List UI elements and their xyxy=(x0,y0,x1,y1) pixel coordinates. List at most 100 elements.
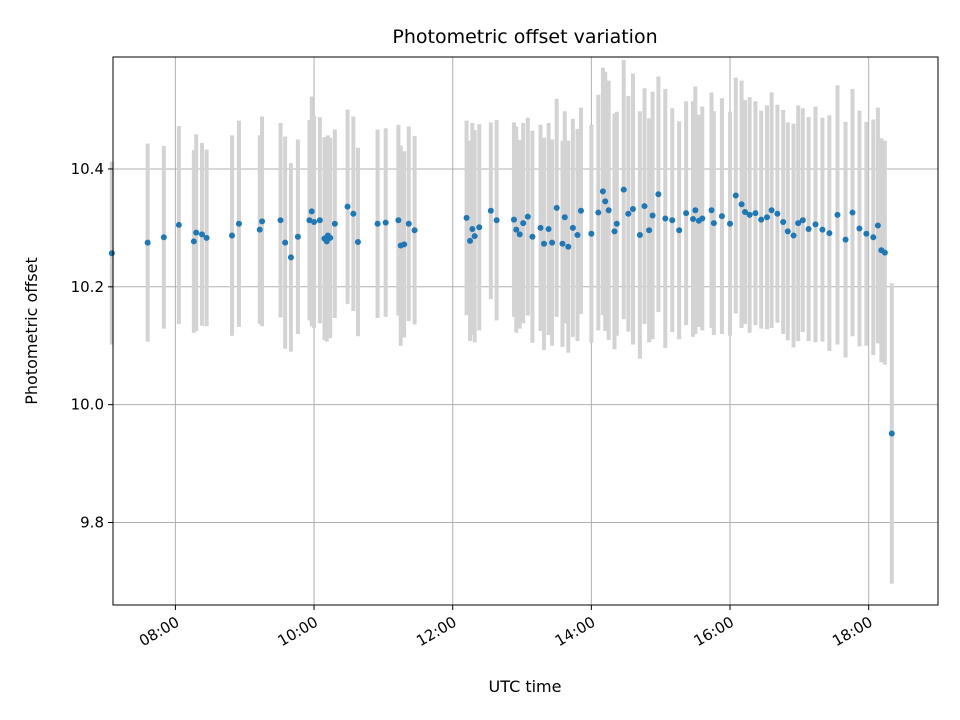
data-point xyxy=(669,217,676,224)
data-point xyxy=(613,220,620,227)
data-point xyxy=(819,226,826,233)
chart-title: Photometric offset variation xyxy=(392,26,657,48)
data-point xyxy=(708,207,715,214)
data-point xyxy=(203,234,210,241)
data-point xyxy=(463,214,470,221)
data-point xyxy=(574,231,581,238)
data-point xyxy=(190,238,197,245)
data-point xyxy=(374,220,381,227)
data-point xyxy=(476,224,483,231)
data-point xyxy=(774,210,781,217)
data-point xyxy=(405,220,412,227)
data-point xyxy=(529,233,536,240)
data-point xyxy=(629,206,636,213)
data-point xyxy=(662,215,669,222)
data-point xyxy=(795,220,802,227)
data-point xyxy=(198,231,205,238)
data-point xyxy=(306,217,313,224)
data-point xyxy=(229,232,236,239)
data-point xyxy=(577,207,584,214)
data-point xyxy=(732,192,739,199)
data-point xyxy=(780,218,787,225)
data-point xyxy=(790,232,797,239)
data-point xyxy=(611,228,618,235)
y-axis-label: Photometric offset xyxy=(22,257,41,405)
data-point xyxy=(799,217,806,224)
y-tick-label: 10.0 xyxy=(71,396,104,414)
data-point xyxy=(354,239,361,246)
data-point xyxy=(287,254,294,261)
data-point xyxy=(746,211,753,218)
data-point xyxy=(655,191,662,198)
data-point xyxy=(344,203,351,210)
data-point xyxy=(513,226,520,233)
data-point xyxy=(401,241,408,248)
data-point xyxy=(469,226,476,233)
data-point xyxy=(805,226,812,233)
data-point xyxy=(327,234,334,241)
data-point xyxy=(510,216,517,223)
data-point xyxy=(395,217,402,224)
data-point xyxy=(516,231,523,238)
data-point xyxy=(471,233,478,240)
data-point xyxy=(812,221,819,228)
data-point xyxy=(569,224,576,231)
data-point xyxy=(549,239,556,246)
y-tick-label: 10.4 xyxy=(71,160,104,178)
data-point xyxy=(259,218,266,225)
data-point xyxy=(881,249,888,256)
data-point xyxy=(350,210,357,217)
data-point xyxy=(524,213,531,220)
data-point xyxy=(888,430,895,437)
data-point xyxy=(849,209,856,216)
data-point xyxy=(683,210,690,217)
data-point xyxy=(108,250,115,257)
data-point xyxy=(160,234,167,241)
data-point xyxy=(467,237,474,244)
data-point xyxy=(540,240,547,247)
data-point xyxy=(718,213,725,220)
data-point xyxy=(277,217,284,224)
data-point xyxy=(625,210,632,217)
data-point xyxy=(235,220,242,227)
data-point xyxy=(863,230,870,237)
data-point xyxy=(842,236,849,243)
data-point xyxy=(768,207,775,214)
data-point xyxy=(559,240,566,247)
y-tick-label: 10.2 xyxy=(71,278,104,296)
data-point xyxy=(763,214,770,221)
data-point xyxy=(826,230,833,237)
data-point xyxy=(676,227,683,234)
data-point xyxy=(331,220,338,227)
data-point xyxy=(256,226,263,233)
data-point xyxy=(537,224,544,231)
data-point xyxy=(294,233,301,240)
data-point xyxy=(784,228,791,235)
x-axis-label: UTC time xyxy=(489,677,562,696)
data-point xyxy=(870,234,877,241)
data-point xyxy=(588,230,595,237)
data-point xyxy=(742,208,749,215)
data-point xyxy=(595,209,602,216)
data-point xyxy=(308,208,315,215)
grid xyxy=(113,57,938,605)
y-tick-label: 9.8 xyxy=(80,514,104,532)
data-point xyxy=(282,239,289,246)
data-point xyxy=(620,186,627,193)
data-point xyxy=(545,226,552,233)
data-point xyxy=(602,198,609,205)
data-point xyxy=(599,188,606,195)
data-point xyxy=(520,220,527,227)
data-point xyxy=(752,210,759,217)
data-point xyxy=(487,207,494,214)
data-point xyxy=(175,221,182,228)
data-point xyxy=(646,227,653,234)
data-point xyxy=(316,217,323,224)
data-point xyxy=(493,217,500,224)
data-point xyxy=(605,207,612,214)
data-point xyxy=(692,207,699,214)
data-point xyxy=(727,220,734,227)
data-point xyxy=(553,204,560,211)
data-point xyxy=(699,215,706,222)
